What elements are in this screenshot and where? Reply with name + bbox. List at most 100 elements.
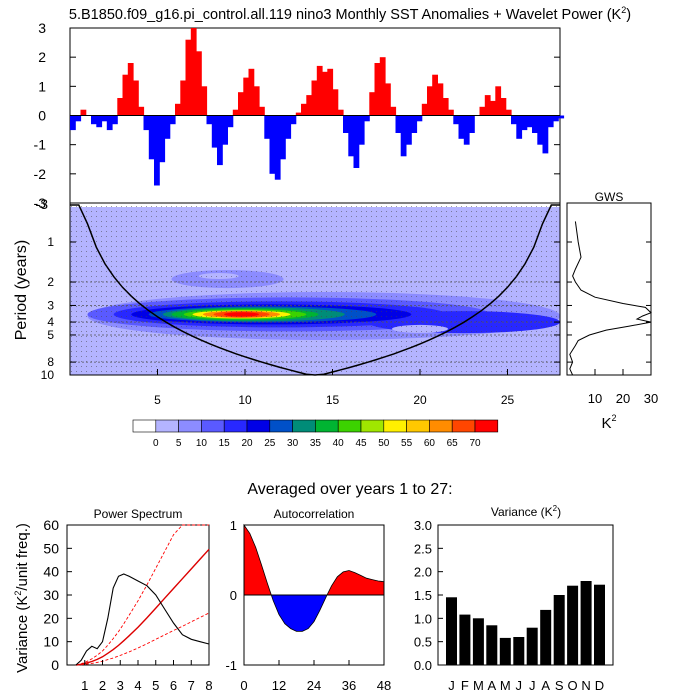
anomaly-negative-bar — [101, 115, 108, 122]
anomaly-positive-bar — [185, 39, 192, 116]
ac-xtick-label: 36 — [342, 678, 356, 693]
variance-bar — [567, 585, 579, 665]
anomaly-positive-bar — [322, 71, 328, 116]
sst-ytick-label: -2 — [34, 166, 47, 182]
ps-ytick-label: 50 — [43, 540, 59, 556]
colorbar-swatch — [474, 419, 499, 433]
ps-xtick-label: 1 — [81, 678, 88, 693]
gws-title: GWS — [595, 190, 624, 204]
anomaly-positive-bar — [437, 83, 444, 116]
figure-title: 5.B1850.f09_g16.pi_control.all.119 nino3… — [69, 5, 631, 23]
ps-plot-frame — [66, 524, 210, 666]
wavelet-ytick-label: 10 — [41, 368, 55, 382]
anomaly-positive-bar — [427, 86, 433, 116]
ps-xtick-label: 4 — [134, 678, 141, 693]
anomaly-negative-bar — [285, 115, 292, 139]
anomaly-positive-bar — [311, 80, 318, 116]
anomaly-positive-bar — [337, 109, 344, 116]
anomaly-negative-bar — [516, 115, 523, 139]
month-label: J — [529, 678, 536, 693]
colorbar-label: 40 — [333, 438, 345, 449]
anomaly-negative-bar — [148, 115, 155, 160]
anomaly-positive-bar — [316, 65, 323, 116]
anomaly-negative-bar — [358, 115, 365, 145]
anomaly-negative-bar — [264, 115, 271, 139]
anomaly-negative-bar — [353, 115, 360, 168]
variance-bar — [472, 618, 484, 665]
var-ytick-label: 0.0 — [414, 658, 432, 673]
colorbar-swatch — [406, 419, 430, 433]
anomaly-negative-bar — [364, 115, 370, 122]
wavelet-plot-frame — [69, 202, 561, 376]
anomaly-negative-bar — [406, 115, 412, 145]
anomaly-negative-bar — [70, 115, 76, 131]
colorbar-label: 30 — [287, 438, 299, 449]
autocorr-positive-area — [326, 570, 385, 596]
month-label: J — [516, 678, 523, 693]
anomaly-negative-bar — [169, 115, 176, 125]
sst-ytick-label: 2 — [38, 49, 46, 65]
anomaly-positive-bar — [190, 28, 197, 116]
anomaly-positive-bar — [232, 109, 239, 116]
month-label: M — [473, 678, 484, 693]
anomaly-positive-bar — [505, 109, 512, 116]
autocorr-positive-area — [243, 523, 272, 596]
anomaly-positive-bar — [490, 100, 496, 116]
anomaly-positive-bar — [327, 68, 334, 116]
colorbar-swatch — [155, 419, 179, 433]
ps-ytick-label: 20 — [43, 610, 59, 626]
anomaly-negative-bar — [280, 115, 286, 160]
wavelet-ytick-label-top: -3 — [36, 196, 49, 212]
variance-bar — [486, 625, 498, 665]
colorbar-swatch — [383, 419, 407, 433]
anomaly-positive-bar — [385, 83, 391, 116]
month-label: A — [487, 678, 496, 693]
variance-bar — [513, 637, 525, 665]
colorbar-label: 70 — [469, 438, 481, 449]
ac-xtick-label: 48 — [377, 678, 391, 693]
anomaly-negative-bar — [526, 115, 533, 128]
anomaly-negative-bar — [400, 115, 407, 157]
wavelet-xtick-label: 25 — [501, 393, 515, 407]
ps-ytick-label: 10 — [43, 634, 59, 650]
anomaly-positive-bar — [432, 74, 438, 116]
ps-xtick-label: 8 — [205, 678, 212, 693]
ps-xtick-label: 6 — [170, 678, 177, 693]
autocorrelation-panel: Autocorrelation 10-1 0 12 24 36 48 — [225, 507, 391, 693]
anomaly-negative-bar — [91, 115, 97, 125]
colorbar-swatch — [178, 419, 202, 433]
colorbar-swatch — [429, 419, 453, 433]
wavelet-xtick-label: 20 — [413, 393, 427, 407]
colorbar-label: 65 — [447, 438, 459, 449]
sst-ytick-label: 3 — [38, 20, 46, 36]
wavelet-xtick-label: 15 — [326, 393, 340, 407]
anomaly-positive-bar — [180, 80, 187, 116]
month-label: F — [461, 678, 469, 693]
anomaly-negative-bar — [453, 115, 460, 125]
anomaly-positive-bar — [175, 103, 181, 116]
wavelet-ytick-label: 3 — [47, 298, 54, 312]
red-noise-line — [75, 548, 210, 666]
colorbar-label: 50 — [378, 438, 390, 449]
colorbar-swatch — [360, 419, 385, 433]
anomaly-negative-bar — [542, 115, 549, 154]
gws-line — [569, 221, 652, 376]
anomaly-negative-bar — [143, 115, 150, 131]
anomaly-negative-bar — [112, 115, 118, 125]
colorbar-swatch — [269, 419, 293, 433]
anomaly-negative-bar — [211, 115, 218, 148]
colorbar-swatch — [223, 419, 248, 433]
variance-bar — [553, 595, 565, 665]
anomaly-negative-bar — [206, 115, 213, 125]
anomaly-positive-bar — [332, 89, 339, 116]
anomaly-negative-bar — [164, 115, 171, 139]
wavelet-ytick-label: 5 — [47, 328, 54, 342]
anomaly-negative-bar — [222, 115, 228, 145]
anomaly-negative-bar — [269, 115, 276, 174]
anomaly-negative-bar — [348, 115, 355, 157]
wavelet-ytick-label: 4 — [47, 315, 54, 329]
ps-title: Power Spectrum — [94, 507, 183, 521]
anomaly-positive-bar — [243, 77, 250, 116]
anomaly-positive-bar — [238, 92, 244, 116]
